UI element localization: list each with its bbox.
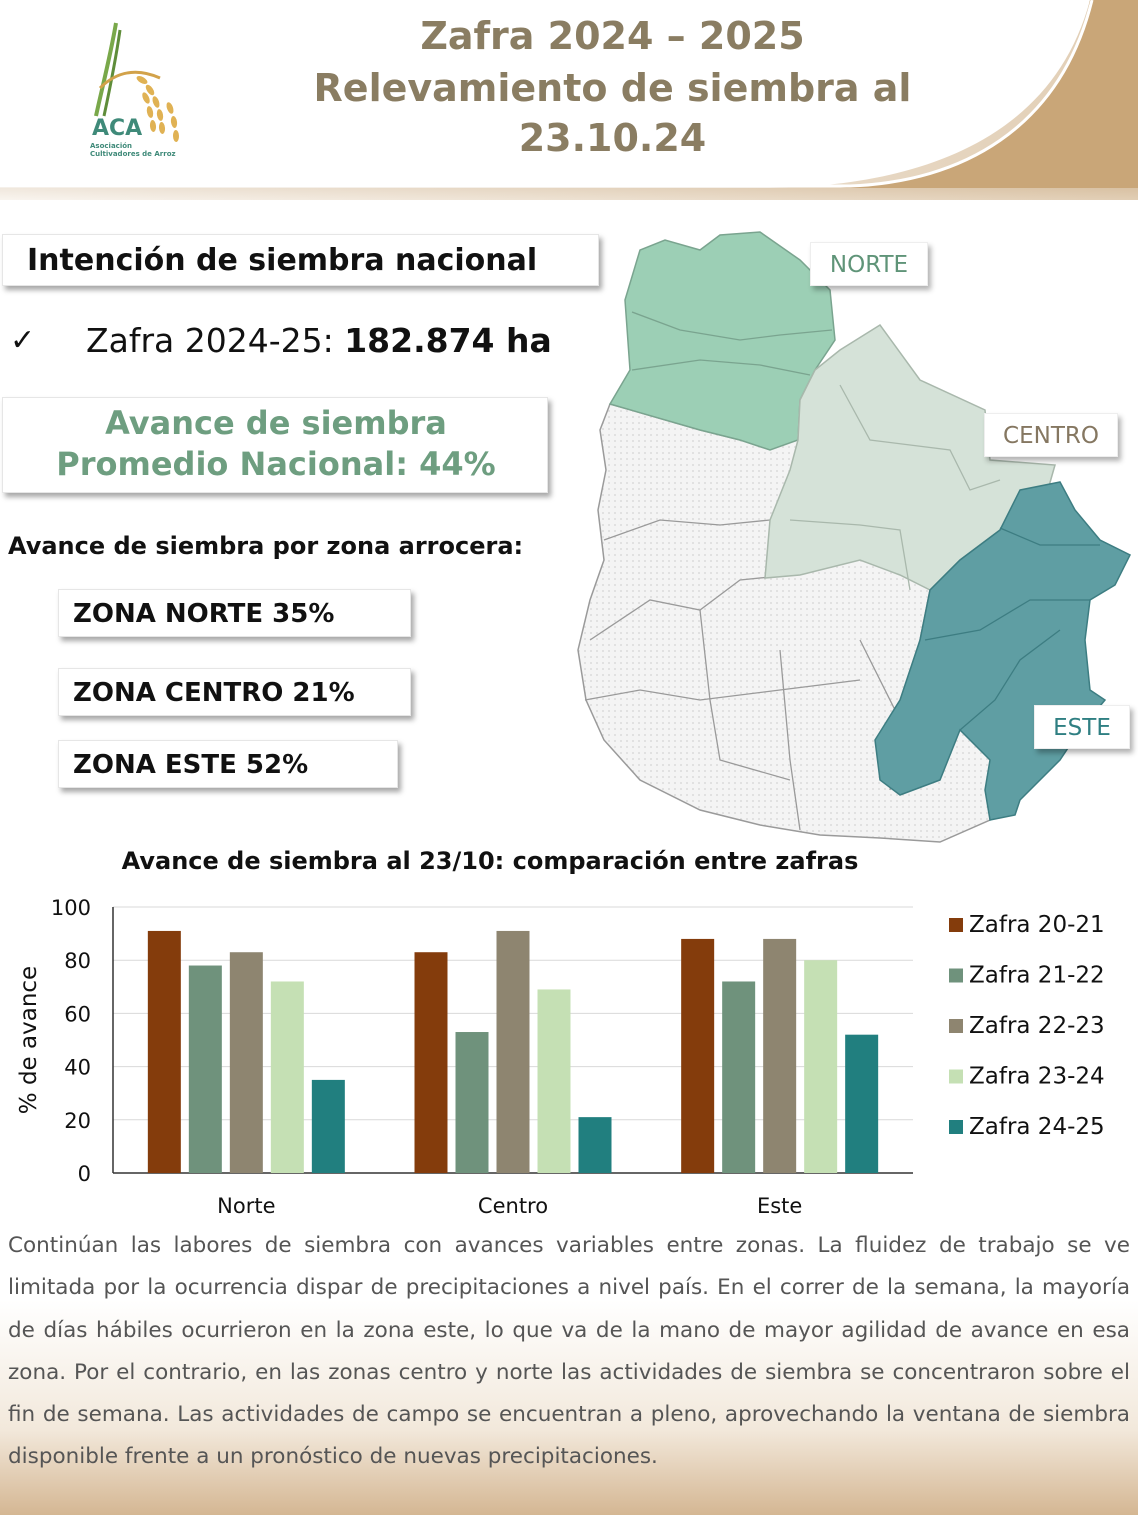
- bar-este-3: [763, 938, 797, 1173]
- bar-este-5: [845, 1034, 879, 1173]
- title-line-3: 23.10.24: [518, 116, 707, 160]
- legend-label: Zafra 21-22: [969, 963, 1105, 989]
- chart-x-ticks: Norte Centro Este: [217, 1194, 802, 1218]
- title-line-2: Relevamiento de siembra al: [313, 66, 912, 110]
- legend-swatch: [949, 1069, 963, 1084]
- legend-swatch: [949, 1019, 963, 1033]
- x-tick-label: Este: [757, 1194, 802, 1218]
- summary-paragraph: Continúan las labores de siembra con ava…: [8, 1233, 1130, 1470]
- zafra-label: Zafra 2024-25:: [86, 321, 345, 360]
- zafra-value: 182.874 ha: [344, 321, 552, 360]
- bar-centro-4: [537, 989, 571, 1173]
- national-progress-line-1: Avance de siembra: [105, 404, 447, 442]
- uruguay-map: [577, 231, 1132, 843]
- x-tick-label: Centro: [478, 1194, 548, 1218]
- intent-title: Intención de siembra nacional: [27, 243, 538, 278]
- zone-norte-box: ZONA NORTE 35%: [58, 589, 411, 637]
- zone-norte-label: ZONA NORTE 35%: [73, 599, 335, 629]
- header-swoosh: [0, 0, 1138, 200]
- header: Zafra 2024 – 2025 Relevamiento de siembr…: [0, 0, 1138, 200]
- bar-este-2: [722, 981, 756, 1173]
- bar-norte-3: [229, 952, 263, 1173]
- zone-centro-label: ZONA CENTRO 21%: [73, 678, 355, 708]
- bar-chart: 0 20 40 60 80 100 Norte Centro Este Zafra 20-21…: [16, 896, 1105, 1218]
- bar-centro-5: [578, 1117, 612, 1173]
- logo-name-line-2: Cultivadores de Arroz: [90, 150, 176, 158]
- bar-norte-4: [270, 981, 304, 1173]
- bar-centro-1: [414, 952, 448, 1173]
- bar-este-4: [804, 960, 838, 1173]
- bar-centro-3: [496, 930, 530, 1173]
- y-tick-label: 60: [64, 1002, 91, 1026]
- bar-este-1: [681, 938, 715, 1173]
- footer-gradient: [0, 1300, 1138, 1515]
- legend-swatch: [949, 1120, 963, 1134]
- bar-norte-2: [188, 965, 222, 1173]
- zone-este-box: ZONA ESTE 52%: [58, 740, 398, 788]
- legend-label: Zafra 22-23: [969, 1013, 1105, 1039]
- chart-bars: [147, 930, 879, 1173]
- map-label-este: ESTE: [1034, 705, 1130, 749]
- chart-legend: Zafra 20-21 Zafra 21-22 Zafra 22-23 Zafra 2…: [949, 912, 1105, 1140]
- legend-swatch: [949, 968, 963, 983]
- zone-centro-box: ZONA CENTRO 21%: [58, 668, 411, 716]
- legend-label: Zafra 20-21: [969, 912, 1105, 938]
- zones-heading: Avance de siembra por zona arrocera:: [8, 532, 524, 560]
- x-tick-label: Norte: [217, 1194, 275, 1218]
- legend-label: Zafra 24-25: [969, 1114, 1105, 1140]
- y-tick-label: 0: [78, 1162, 91, 1186]
- national-progress-line-2: Promedio Nacional: 44%: [56, 445, 496, 483]
- bar-norte-1: [147, 930, 181, 1173]
- intent-title-box: Intención de siembra nacional: [2, 234, 599, 286]
- map-label-norte: NORTE: [810, 242, 928, 286]
- bar-norte-5: [311, 1079, 345, 1173]
- rice-plant-icon: [94, 22, 180, 142]
- chart-y-ticks: 0 20 40 60 80 100: [51, 896, 91, 1186]
- national-progress-box: Avance de siembra Promedio Nacional: 44%: [2, 397, 548, 493]
- chart-y-axis-label: % de avance: [16, 966, 42, 1114]
- legend-swatch: [949, 918, 963, 932]
- y-tick-label: 80: [64, 949, 91, 973]
- legend-label: Zafra 23-24: [969, 1064, 1105, 1090]
- check-icon: ✓: [10, 323, 36, 358]
- map-label-centro: CENTRO: [984, 413, 1118, 457]
- y-tick-label: 40: [64, 1056, 91, 1080]
- bar-centro-2: [455, 1032, 489, 1173]
- logo-name: Asociación Cultivadores de Arroz: [90, 142, 200, 158]
- y-tick-label: 100: [51, 896, 91, 920]
- chart-title: Avance de siembra al 23/10: comparación …: [121, 847, 859, 875]
- logo-name-line-1: Asociación: [90, 142, 133, 150]
- logo-acronym: ACA: [92, 116, 143, 141]
- zone-este-label: ZONA ESTE 52%: [73, 750, 309, 780]
- aca-logo: ACA Asociación Cultivadores de Arroz: [80, 18, 200, 163]
- title-line-1: Zafra 2024 – 2025: [420, 14, 805, 58]
- zafra-hectares: Zafra 2024-25: 182.874 ha: [86, 321, 552, 360]
- y-tick-label: 20: [64, 1109, 91, 1133]
